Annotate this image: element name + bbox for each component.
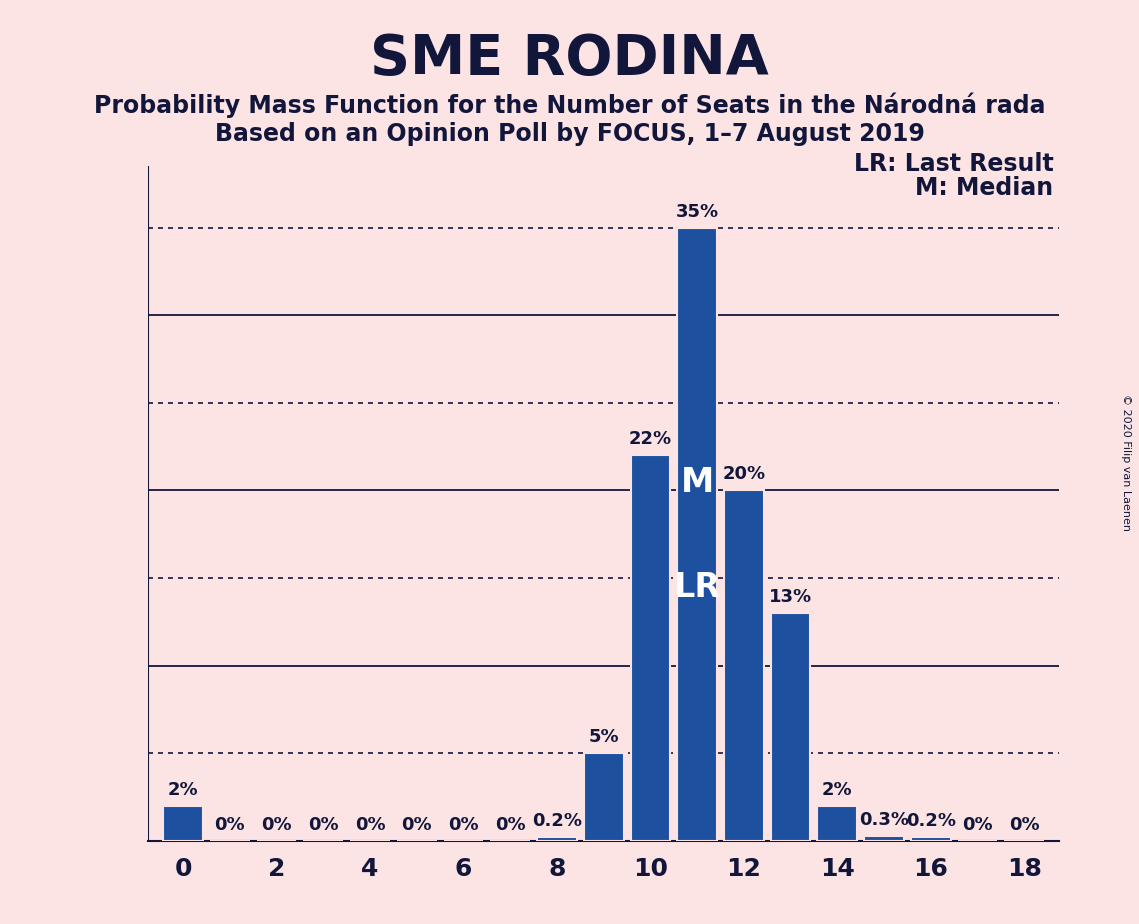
Text: Probability Mass Function for the Number of Seats in the Národná rada: Probability Mass Function for the Number… <box>93 92 1046 118</box>
Text: 0%: 0% <box>261 816 292 833</box>
Text: M: Median: M: Median <box>916 176 1054 200</box>
Text: 2%: 2% <box>822 781 853 798</box>
Bar <box>724 491 764 841</box>
Bar <box>678 227 716 841</box>
Text: 22%: 22% <box>629 431 672 448</box>
Text: 0.3%: 0.3% <box>859 810 909 829</box>
Bar <box>911 837 951 841</box>
Text: 5%: 5% <box>589 728 618 747</box>
Text: 0%: 0% <box>354 816 385 833</box>
Text: 2%: 2% <box>167 781 198 798</box>
Text: LR: LR <box>673 571 721 604</box>
Text: SME RODINA: SME RODINA <box>370 32 769 86</box>
Text: 0%: 0% <box>495 816 525 833</box>
Text: 13%: 13% <box>769 588 812 606</box>
Text: 20%: 20% <box>722 466 765 483</box>
Bar <box>163 806 203 841</box>
Bar <box>865 835 904 841</box>
Text: 0.2%: 0.2% <box>906 812 956 831</box>
Text: 0%: 0% <box>1009 816 1040 833</box>
Text: 35%: 35% <box>675 202 719 221</box>
Text: 0%: 0% <box>214 816 245 833</box>
Text: 0%: 0% <box>962 816 993 833</box>
Bar <box>538 837 576 841</box>
Text: © 2020 Filip van Laenen: © 2020 Filip van Laenen <box>1121 394 1131 530</box>
Bar <box>818 806 858 841</box>
Bar <box>771 614 811 841</box>
Text: LR: Last Result: LR: Last Result <box>854 152 1054 176</box>
Text: 0.2%: 0.2% <box>532 812 582 831</box>
Text: M: M <box>680 467 714 499</box>
Text: Based on an Opinion Poll by FOCUS, 1–7 August 2019: Based on an Opinion Poll by FOCUS, 1–7 A… <box>214 122 925 146</box>
Bar <box>631 456 670 841</box>
Text: 0%: 0% <box>448 816 478 833</box>
Bar <box>584 753 623 841</box>
Text: 0%: 0% <box>308 816 338 833</box>
Text: 0%: 0% <box>401 816 432 833</box>
